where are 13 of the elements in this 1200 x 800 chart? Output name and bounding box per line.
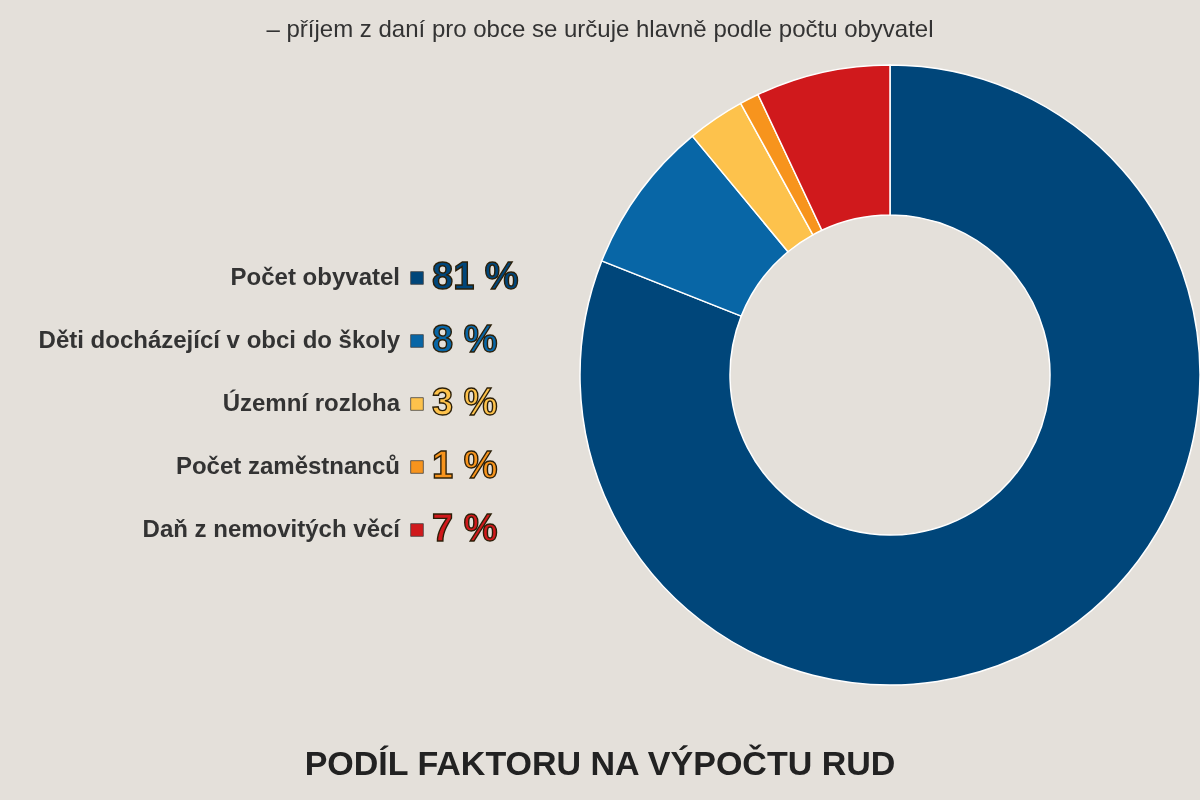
donut-slice: [579, 64, 1200, 686]
data-label: 3 %: [432, 381, 498, 423]
chart-subtitle: – příjem z daní pro obce se určuje hlavně podle počtu obyvatel: [266, 15, 934, 42]
data-label: 8 %: [432, 318, 498, 360]
data-label: 81 %: [432, 255, 519, 297]
legend-label: Počet obyvatel: [230, 263, 400, 290]
data-label: 7 %: [432, 507, 498, 549]
legend-label: Počet zaměstnanců: [175, 452, 400, 479]
text: PODÍL FAKTORU NA VÝPOČTU RUD: [304, 744, 896, 782]
data-label: 1 %: [432, 444, 498, 486]
legend-label: Daň z nemovitých věcí: [142, 515, 402, 542]
legend-label: Děti docházející v obci do školy: [38, 326, 401, 353]
legend-label: Územní rozloha: [222, 389, 401, 416]
